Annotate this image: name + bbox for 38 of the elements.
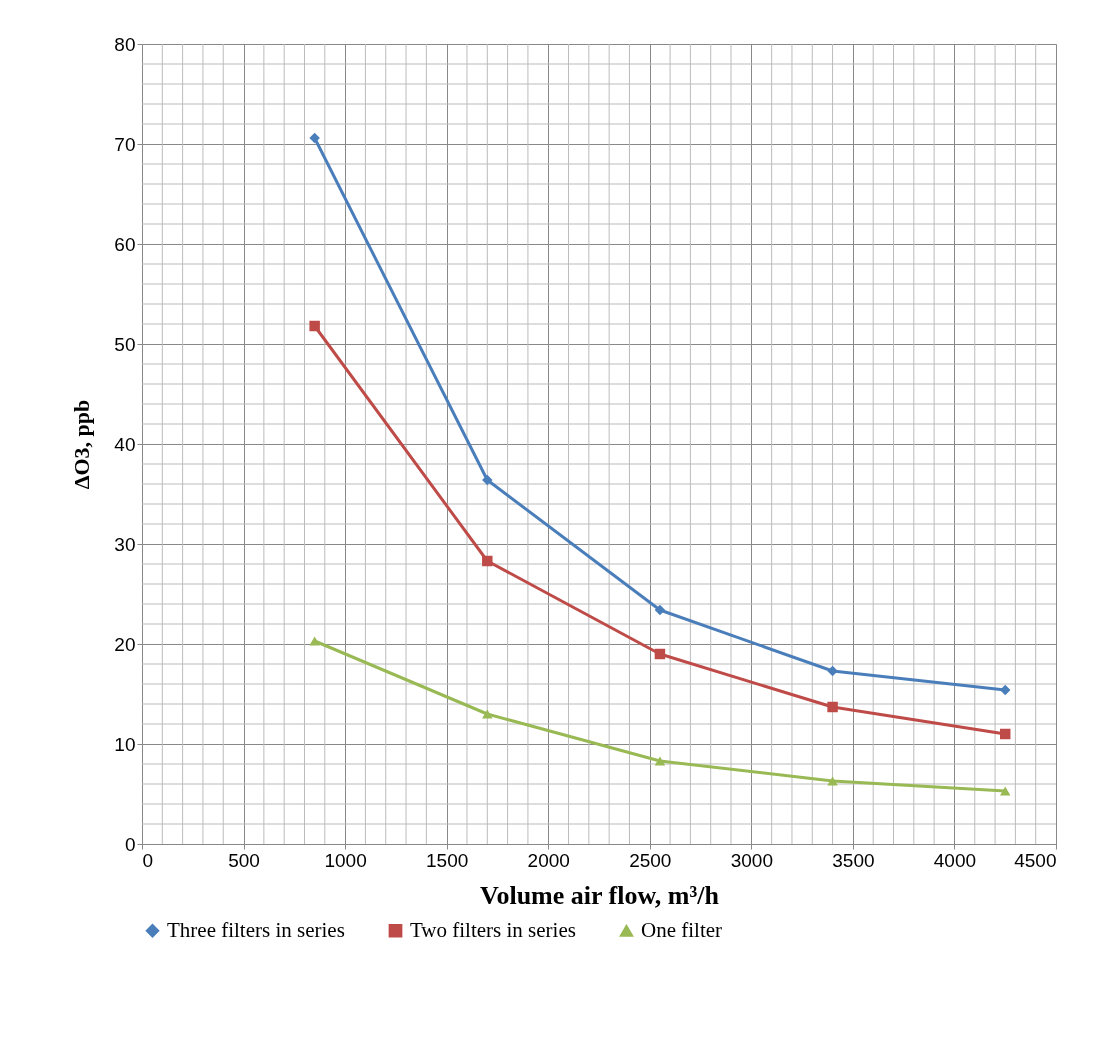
point [827, 701, 838, 713]
x-tick-label: 1000 [324, 849, 367, 871]
x-tick-label: 4500 [1014, 849, 1057, 871]
legend-label: One filter [641, 917, 723, 942]
legend-label: Three filters in series [167, 917, 345, 942]
point [482, 555, 493, 567]
y-tick-label: 30 [114, 533, 136, 555]
point [309, 132, 320, 144]
y-axis-title: ΔO3, ppb [69, 399, 95, 490]
point [999, 728, 1011, 740]
point [827, 776, 838, 786]
y-tick-label: 0 [124, 833, 136, 855]
point [482, 709, 493, 719]
x-tick-label: 4000 [933, 849, 977, 871]
x-tick-label: 0 [142, 849, 154, 871]
point [309, 320, 320, 332]
x-tick-label: 3000 [730, 849, 773, 871]
y-tick-label: 10 [114, 733, 136, 755]
x-tick-label: 3500 [832, 849, 875, 871]
x-tick-label: 2500 [629, 849, 672, 871]
point [827, 665, 838, 677]
y-tick-label: 80 [114, 33, 136, 55]
x-axis-title: Volume air flow, m³/h [480, 880, 720, 910]
point [654, 604, 666, 616]
point [482, 474, 493, 486]
point [999, 786, 1011, 796]
legend-label: Two filters in series [410, 917, 576, 942]
y-tick-label: 70 [114, 133, 136, 155]
x-tick-label: 1500 [426, 849, 469, 871]
y-tick-label: 20 [114, 633, 136, 655]
y-tick-label: 40 [114, 433, 136, 455]
point [654, 648, 666, 660]
y-tick-label: 60 [114, 233, 136, 255]
x-tick-label: 2000 [527, 849, 570, 871]
y-tick-label: 50 [114, 333, 136, 355]
x-tick-label: 500 [228, 849, 260, 871]
point [654, 756, 666, 766]
point [309, 636, 320, 646]
